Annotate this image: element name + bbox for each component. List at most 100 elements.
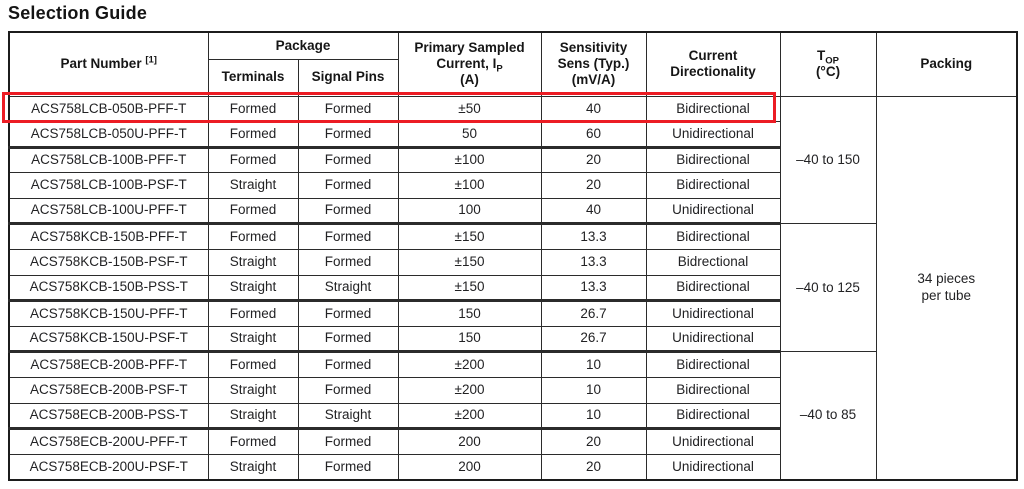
signal-pins-cell: Formed bbox=[297, 300, 399, 327]
primary-current-cell: 200 bbox=[397, 453, 542, 481]
part-number-cell: ACS758KCB-150B-PSS-T bbox=[8, 274, 209, 303]
table-row: ACS758KCB-150B-PFF-T Formed Formed ±150 … bbox=[8, 223, 1017, 353]
sensitivity-cell: 20 bbox=[540, 428, 647, 455]
ip-subscript: P bbox=[496, 63, 503, 75]
col-header-package: Package bbox=[207, 31, 399, 60]
part-number-cell: ACS758KCB-150U-PSF-T bbox=[8, 325, 209, 354]
header-row-1: Part Number [1] Package Primary Sampled … bbox=[8, 31, 1018, 97]
selection-guide-table: Part Number [1] Package Primary Sampled … bbox=[8, 31, 1019, 481]
terminals-cell: Straight bbox=[207, 274, 299, 303]
sensitivity-cell: 40 bbox=[540, 95, 647, 123]
col-header-terminals: Terminals bbox=[207, 58, 299, 97]
sensitivity-cell: 60 bbox=[540, 121, 647, 149]
primary-current-cell: 200 bbox=[397, 428, 542, 455]
primary-current-cell: ±200 bbox=[397, 377, 542, 404]
part-number-cell: ACS758ECB-200U-PSF-T bbox=[8, 453, 209, 481]
primary-current-cell: 150 bbox=[397, 300, 542, 327]
signal-pins-cell: Formed bbox=[297, 428, 399, 455]
directionality-cell: Unidirectional bbox=[645, 300, 781, 327]
sensitivity-cell: 26.7 bbox=[540, 325, 647, 354]
terminals-cell: Formed bbox=[207, 146, 299, 174]
sensitivity-cell: 10 bbox=[540, 402, 647, 431]
terminals-cell: Straight bbox=[207, 325, 299, 354]
table-row: ACS758LCB-100U-PFF-T Formed Formed 100 4… bbox=[8, 197, 1017, 226]
part-number-cell: ACS758ECB-200B-PSF-T bbox=[8, 377, 209, 404]
primary-current-cell: 150 bbox=[397, 325, 542, 354]
primary-current-cell: ±200 bbox=[397, 402, 542, 431]
terminals-cell: Formed bbox=[207, 428, 299, 455]
sensitivity-cell: 20 bbox=[540, 172, 647, 199]
signal-pins-cell: Formed bbox=[297, 223, 399, 251]
part-number-cell: ACS758LCB-050B-PFF-T bbox=[8, 95, 209, 123]
signal-pins-cell: Formed bbox=[297, 249, 399, 276]
primary-current-cell: ±100 bbox=[397, 146, 542, 174]
directionality-cell: Unidirectional bbox=[645, 325, 781, 354]
primary-current-line1: Primary Sampled bbox=[414, 39, 525, 55]
signal-pins-cell: Formed bbox=[297, 377, 399, 404]
directionality-cell: Bidirectional bbox=[645, 377, 781, 404]
page-title: Selection Guide bbox=[8, 3, 148, 23]
signal-pins-cell: Formed bbox=[297, 146, 399, 174]
col-header-signal-pins: Signal Pins bbox=[297, 58, 399, 97]
primary-current-cell: 100 bbox=[397, 197, 542, 226]
terminals-cell: Straight bbox=[207, 402, 299, 431]
table-row: ACS758ECB-200U-PSF-T Straight Formed 200… bbox=[8, 453, 1017, 481]
directionality-cell: Bidirectional bbox=[645, 274, 781, 303]
signal-pins-cell: Formed bbox=[297, 95, 399, 123]
terminals-cell: Formed bbox=[207, 121, 299, 149]
sensitivity-cell: 10 bbox=[540, 377, 647, 404]
directionality-cell: Bidirectional bbox=[645, 146, 781, 174]
sensitivity-cell: 20 bbox=[540, 146, 647, 174]
part-number-cell: ACS758LCB-100U-PFF-T bbox=[8, 197, 209, 226]
primary-current-cell: 50 bbox=[397, 121, 542, 149]
directionality-cell: Bidirectional bbox=[645, 351, 781, 379]
part-number-label: Part Number bbox=[60, 56, 146, 72]
terminals-cell: Formed bbox=[207, 197, 299, 226]
terminals-cell: Formed bbox=[207, 95, 299, 123]
directionality-cell: Bidrectional bbox=[645, 249, 781, 276]
part-number-cell: ACS758LCB-100B-PFF-T bbox=[8, 146, 209, 174]
signal-pins-cell: Straight bbox=[297, 402, 399, 431]
sensitivity-cell: 13.3 bbox=[540, 249, 647, 276]
table-row: ACS758KCB-150B-PSS-T Straight Straight ±… bbox=[8, 274, 1017, 303]
footnote-marker: [1] bbox=[145, 54, 157, 66]
header-row-2: Terminals Signal Pins bbox=[9, 58, 1017, 97]
directionality-cell: Unidirectional bbox=[645, 453, 781, 481]
directionality-cell: Bidirectional bbox=[645, 223, 781, 251]
sensitivity-cell: 40 bbox=[540, 197, 647, 226]
primary-current-cell: ±150 bbox=[397, 274, 542, 303]
directionality-cell: Unidirectional bbox=[645, 428, 781, 455]
top-range-cell: –40 to 85 bbox=[779, 351, 877, 481]
top-unit: (°C) bbox=[815, 64, 841, 80]
part-number-cell: ACS758ECB-200B-PFF-T bbox=[8, 351, 209, 379]
part-number-cell: ACS758KCB-150U-PFF-T bbox=[8, 300, 209, 327]
col-header-top: TOP (°C) bbox=[779, 31, 877, 97]
directionality-cell: Unidirectional bbox=[645, 121, 781, 149]
packing-cell: 34 pieces per tube bbox=[875, 95, 1018, 481]
primary-current-line2: Current, I bbox=[436, 56, 497, 72]
table-row: ACS758LCB-100B-PFF-T Formed Formed ±100 … bbox=[8, 146, 1017, 174]
part-number-cell: ACS758KCB-150B-PFF-T bbox=[8, 223, 209, 251]
table-row: ACS758KCB-150U-PSF-T Straight Formed 150… bbox=[8, 325, 1017, 354]
col-header-part-number: Part Number [1] bbox=[8, 31, 209, 97]
terminals-cell: Straight bbox=[207, 249, 299, 276]
col-header-directionality: Current Directionality bbox=[645, 31, 781, 97]
top-range-cell: –40 to 125 bbox=[779, 223, 877, 353]
top-range-cell: –40 to 150 bbox=[779, 95, 877, 225]
part-number-cell: ACS758LCB-050U-PFF-T bbox=[8, 121, 209, 149]
table-row: ACS758ECB-200B-PSS-T Straight Straight ±… bbox=[8, 402, 1017, 431]
signal-pins-cell: Formed bbox=[297, 172, 399, 199]
sensitivity-cell: 26.7 bbox=[540, 300, 647, 327]
terminals-cell: Formed bbox=[207, 300, 299, 327]
part-number-cell: ACS758ECB-200B-PSS-T bbox=[8, 402, 209, 431]
directionality-cell: Bidirectional bbox=[645, 402, 781, 431]
terminals-cell: Straight bbox=[207, 172, 299, 199]
primary-current-unit: (A) bbox=[460, 72, 479, 88]
top-symbol: T bbox=[817, 47, 826, 63]
terminals-cell: Straight bbox=[207, 453, 299, 481]
terminals-cell: Formed bbox=[207, 223, 299, 251]
primary-current-cell: ±150 bbox=[397, 223, 542, 251]
table-row: ACS758ECB-200U-PFF-T Formed Formed 200 2… bbox=[8, 428, 1017, 455]
sensitivity-cell: 10 bbox=[540, 351, 647, 379]
